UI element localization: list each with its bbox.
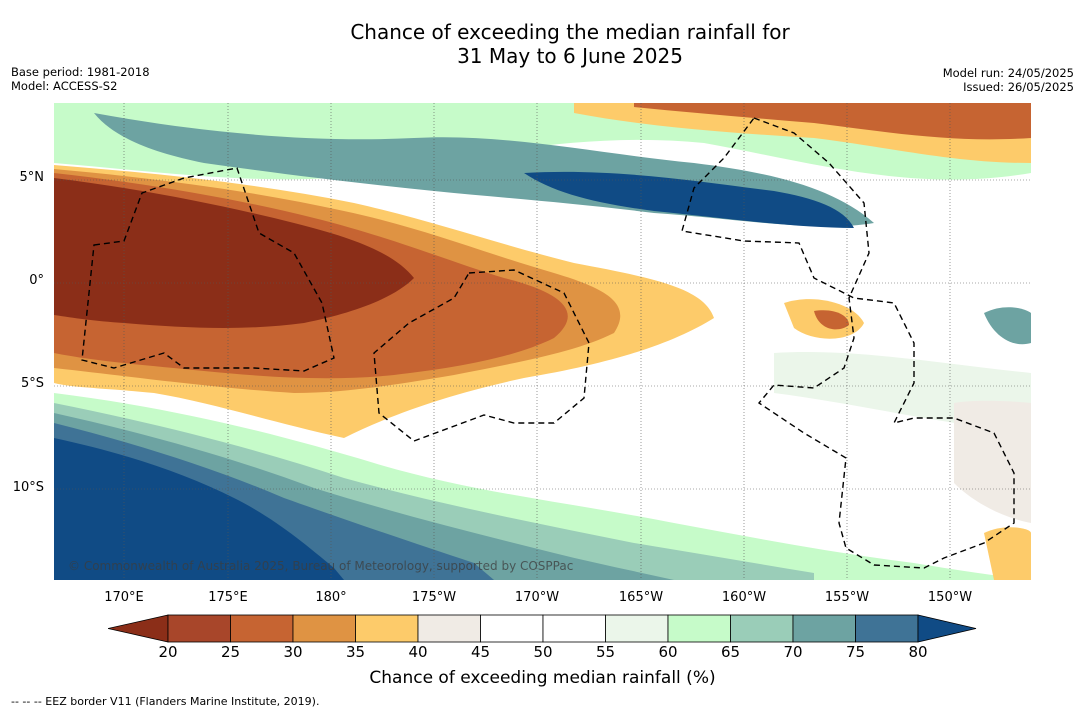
base-period: Base period: 1981-2018 <box>11 65 150 79</box>
title-line-1: Chance of exceeding the median rainfall … <box>350 20 790 44</box>
eez-legend-note: -- -- -- EEZ border V11 (Flanders Marine… <box>11 695 320 708</box>
rainfall-map <box>54 103 1031 580</box>
eez-borders <box>81 117 1015 569</box>
lat-label-0: 0° <box>29 273 44 288</box>
colorbar-arrow-high <box>917 614 977 643</box>
lon-label-155w: 155°W <box>824 590 870 605</box>
eez-border-line-islands <box>681 117 1015 569</box>
colorbar-segment-55-60 <box>605 614 669 643</box>
region-west-dry-core <box>54 178 414 328</box>
colorbar-svg <box>107 614 977 643</box>
lon-label-175e: 175°E <box>208 590 248 605</box>
eez-border-phoenix <box>373 269 590 442</box>
colorbar-tick-65: 65 <box>720 643 741 661</box>
colorbar <box>107 614 978 644</box>
region-north-dry-core <box>634 103 1031 140</box>
colorbar-segment-60-65 <box>667 614 731 643</box>
lat-label-5n: 5°N <box>19 170 45 185</box>
colorbar-segment-20-25 <box>167 614 231 643</box>
colorbar-tick-50: 50 <box>533 643 553 661</box>
colorbar-tick-45: 45 <box>470 643 491 661</box>
meta-left: Base period: 1981-2018 Model: ACCESS-S2 <box>11 65 150 93</box>
colorbar-tick-75: 75 <box>845 643 866 661</box>
title-line-2: 31 May to 6 June 2025 <box>457 44 683 68</box>
region-north-wet-core <box>524 171 854 228</box>
colorbar-arrow-low <box>107 614 169 643</box>
colorbar-tick-25: 25 <box>220 643 241 661</box>
colorbar-tick-20: 20 <box>158 643 178 661</box>
region-south-blue-core <box>54 438 344 580</box>
colorbar-segment-25-30 <box>230 614 294 643</box>
colorbar-tick-40: 40 <box>408 643 428 661</box>
lon-label-160w: 160°W <box>721 590 767 605</box>
colorbar-segment-35-40 <box>355 614 419 643</box>
colorbar-tick-35: 35 <box>345 643 366 661</box>
model-run: Model run: 24/05/2025 <box>942 66 1074 80</box>
region-east-beige <box>954 400 1031 523</box>
model-name: Model: ACCESS-S2 <box>11 79 118 93</box>
colorbar-segment-75-80 <box>855 614 919 643</box>
colorbar-segment-50-55 <box>542 614 606 643</box>
colorbar-segment-70-75 <box>792 614 856 643</box>
lon-label-170e: 170°E <box>104 590 144 605</box>
copyright-notice: © Commonwealth of Australia 2025, Bureau… <box>68 559 574 573</box>
lat-label-10s: 10°S <box>12 480 44 495</box>
lon-label-150w: 150°W <box>927 590 973 605</box>
colorbar-tick-60: 60 <box>658 643 678 661</box>
lon-label-180: 180° <box>315 590 347 605</box>
map-title: Chance of exceeding the median rainfall … <box>0 20 1085 68</box>
eez-border-kiribati-gilbert <box>81 167 335 372</box>
region-east-wet-right <box>984 307 1031 345</box>
meta-right: Model run: 24/05/2025 Issued: 26/05/2025 <box>943 66 1074 94</box>
lon-label-170w: 170°W <box>514 590 560 605</box>
colorbar-segment-45-50 <box>480 614 544 643</box>
colorbar-tick-70: 70 <box>783 643 803 661</box>
colorbar-tick-55: 55 <box>595 643 616 661</box>
graticule <box>54 103 1031 580</box>
lat-label-5s: 5°S <box>20 376 44 391</box>
lon-label-165w: 165°W <box>618 590 664 605</box>
colorbar-segment-40-45 <box>417 614 481 643</box>
colorbar-tick-80: 80 <box>908 643 928 661</box>
colorbar-segment-65-70 <box>730 614 794 643</box>
colorbar-label: Chance of exceeding median rainfall (%) <box>369 668 716 688</box>
map-svg <box>54 103 1031 580</box>
issued-date: Issued: 26/05/2025 <box>963 80 1074 94</box>
colorbar-segment-30-35 <box>292 614 356 643</box>
region-east-dry-patch <box>984 527 1031 580</box>
lon-label-175w: 175°W <box>411 590 457 605</box>
colorbar-tick-30: 30 <box>283 643 303 661</box>
region-east-dry-spot-core <box>814 310 849 330</box>
